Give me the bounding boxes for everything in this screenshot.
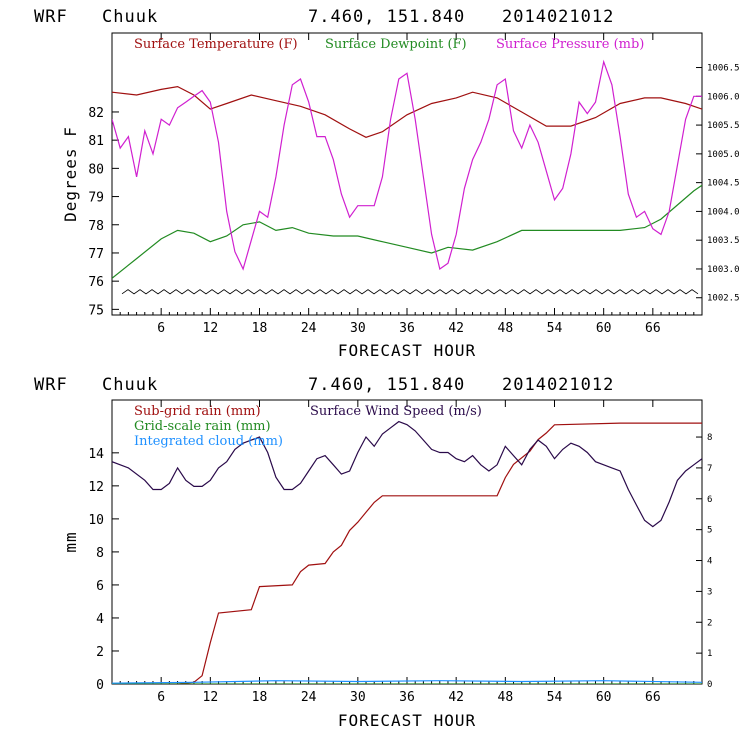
x-axis-tick-label: 36 xyxy=(399,321,415,336)
x-axis-tick-label: 48 xyxy=(498,690,514,705)
right-axis-tick-label: 1002.5 xyxy=(707,294,740,304)
y-axis-tick-label: 8 xyxy=(96,546,104,561)
x-axis-tick-label: 18 xyxy=(252,321,268,336)
right-axis-tick-label: 3 xyxy=(707,587,712,597)
header-run: 2014021012 xyxy=(502,7,614,27)
series-line-integrated-cloud-mm xyxy=(112,680,702,684)
y-axis-tick-label: 12 xyxy=(88,480,104,495)
right-axis-tick-label: 1006.5 xyxy=(707,64,740,74)
x-axis-tick-label: 6 xyxy=(157,321,165,336)
right-axis-tick-label: 2 xyxy=(707,618,712,628)
header-model: WRF xyxy=(34,7,68,27)
right-axis-tick-label: 1003.5 xyxy=(707,236,740,246)
x-axis-tick-label: 12 xyxy=(203,321,219,336)
series-line-surface-wind-speed-m-s xyxy=(112,420,702,528)
y-axis-label: Degrees F xyxy=(61,126,80,222)
y-axis-tick-label: 82 xyxy=(88,106,104,121)
y-axis-label: mm xyxy=(61,531,80,552)
right-axis-tick-label: 7 xyxy=(707,464,712,474)
legend-entry: Surface Pressure (mb) xyxy=(496,37,644,52)
y-axis-tick-label: 78 xyxy=(88,219,104,234)
header-location: Chuuk xyxy=(102,7,158,27)
x-axis-tick-label: 60 xyxy=(596,321,612,336)
header-location: Chuuk xyxy=(102,375,158,395)
right-axis-tick-label: 1006.0 xyxy=(707,92,740,102)
x-axis-tick-label: 54 xyxy=(547,690,563,705)
x-axis-tick-label: 6 xyxy=(157,690,165,705)
right-axis-tick-label: 6 xyxy=(707,495,712,505)
y-axis-tick-label: 4 xyxy=(96,612,104,627)
header-run: 2014021012 xyxy=(502,375,614,395)
y-axis-tick-label: 76 xyxy=(88,275,104,290)
legend-entry: Sub-grid rain (mm) xyxy=(134,404,261,419)
x-axis-tick-label: 42 xyxy=(448,321,464,336)
legend-entry: Surface Temperature (F) xyxy=(134,37,298,52)
x-axis-tick-label: 24 xyxy=(301,690,317,705)
legend-entry: Grid-scale rain (mm) xyxy=(134,419,271,434)
right-axis-tick-label: 1 xyxy=(707,649,712,659)
right-axis-tick-label: 0 xyxy=(707,680,712,690)
x-axis-tick-label: 30 xyxy=(350,690,366,705)
y-axis-tick-label: 81 xyxy=(88,134,104,149)
x-axis-tick-label: 36 xyxy=(399,690,415,705)
x-axis-tick-label: 42 xyxy=(448,690,464,705)
y-axis-tick-label: 14 xyxy=(88,447,104,462)
series-line-sub-grid-rain-mm xyxy=(112,422,702,684)
legend-entry: Integrated cloud (mm) xyxy=(134,434,283,449)
x-axis-tick-label: 48 xyxy=(498,321,514,336)
chart-panel-1: WRF Chuuk 7.460, 151.840 2014021012 6 12 18 24 3… xyxy=(34,7,740,360)
y-axis-tick-label: 79 xyxy=(88,191,104,206)
x-axis-tick-label: 18 xyxy=(252,690,268,705)
y-axis-tick-label: 75 xyxy=(88,303,104,318)
header-coords: 7.460, 151.840 xyxy=(308,7,465,27)
header-coords: 7.460, 151.840 xyxy=(308,375,465,395)
x-axis-tick-label: 66 xyxy=(645,321,661,336)
right-axis-tick-label: 5 xyxy=(707,526,712,536)
y-axis-tick-label: 80 xyxy=(88,162,104,177)
right-axis-tick-label: 4 xyxy=(707,557,712,567)
y-axis-tick-label: 10 xyxy=(88,513,104,528)
x-axis-label: FORECAST HOUR xyxy=(338,341,476,360)
y-axis-tick-label: 6 xyxy=(96,579,104,594)
x-axis-tick-label: 60 xyxy=(596,690,612,705)
y-axis-tick-label: 2 xyxy=(96,645,104,660)
x-axis-tick-label: 12 xyxy=(203,690,219,705)
right-axis-tick-label: 1005.0 xyxy=(707,150,740,160)
x-axis-label: FORECAST HOUR xyxy=(338,711,476,730)
series-line-surface-temperature-f xyxy=(112,85,702,138)
header-model: WRF xyxy=(34,375,68,395)
y-axis-tick-label: 0 xyxy=(96,678,104,693)
series-line-surface-dewpoint-f xyxy=(112,184,702,279)
x-axis-tick-label: 66 xyxy=(645,690,661,705)
wind-barb-strip xyxy=(121,289,699,295)
right-axis-tick-label: 8 xyxy=(707,433,712,443)
legend-entry: Surface Wind Speed (m/s) xyxy=(310,404,482,419)
x-axis-tick-label: 24 xyxy=(301,321,317,336)
series-line-surface-pressure-mb xyxy=(112,59,702,271)
right-axis-tick-label: 1004.0 xyxy=(707,207,740,217)
right-axis-tick-label: 1005.5 xyxy=(707,121,740,131)
x-axis-tick-label: 30 xyxy=(350,321,366,336)
right-axis-tick-label: 1003.0 xyxy=(707,265,740,275)
legend-entry: Surface Dewpoint (F) xyxy=(325,37,467,52)
x-axis-tick-label: 54 xyxy=(547,321,563,336)
y-axis-tick-label: 77 xyxy=(88,247,104,262)
right-axis-tick-label: 1004.5 xyxy=(707,179,740,189)
